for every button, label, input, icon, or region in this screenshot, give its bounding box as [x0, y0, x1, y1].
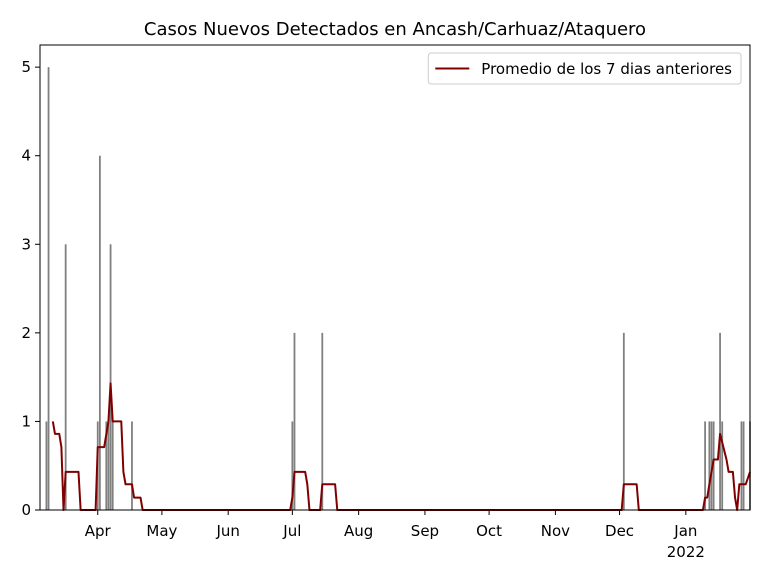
bar — [719, 332, 721, 510]
bar — [47, 67, 50, 511]
x-tick-label: May — [146, 522, 177, 540]
y-tick-label: 0 — [21, 501, 31, 519]
y-tick-label: 2 — [21, 324, 31, 342]
bar — [321, 332, 324, 510]
plot-frame — [39, 44, 751, 511]
bar — [710, 421, 713, 510]
bar — [704, 421, 706, 510]
bar — [740, 421, 743, 510]
bar — [622, 332, 625, 510]
bars — [45, 67, 751, 511]
x-tick-label: Jun — [215, 522, 239, 540]
x-tick-label: Sep — [411, 522, 439, 540]
bar — [105, 421, 108, 510]
legend-label: Promedio de los 7 dias anteriores — [481, 60, 732, 78]
bar — [111, 421, 114, 510]
x-offset-label: 2022 — [667, 543, 705, 561]
bar — [712, 421, 715, 510]
bar — [293, 332, 296, 510]
bar — [131, 421, 133, 510]
x-tick-label: Nov — [541, 522, 570, 540]
y-tick-label: 4 — [21, 147, 31, 165]
bar — [291, 421, 294, 510]
bar — [721, 421, 724, 510]
y-tick-label: 5 — [21, 58, 31, 76]
x-tick-label: Aug — [344, 522, 373, 540]
bar — [98, 155, 101, 510]
x-tick-label: Dec — [605, 522, 634, 540]
chart-title: Casos Nuevos Detectados en Ancash/Carhua… — [144, 19, 646, 40]
legend-box — [427, 52, 742, 85]
average-line — [51, 382, 751, 511]
bar — [742, 421, 745, 510]
bar — [45, 421, 48, 510]
bar — [107, 421, 110, 510]
y-tick-label: 3 — [21, 235, 31, 253]
x-tick-label: Jan — [673, 522, 697, 540]
legend: Promedio de los 7 dias anteriores — [427, 52, 742, 85]
bar — [708, 421, 711, 510]
bar — [64, 244, 67, 511]
bar — [109, 244, 112, 511]
y-tick-label: 1 — [21, 412, 31, 430]
x-tick-label: Apr — [85, 522, 112, 540]
x-tick-label: Oct — [476, 522, 502, 540]
x-tick-label: Jul — [282, 522, 301, 540]
